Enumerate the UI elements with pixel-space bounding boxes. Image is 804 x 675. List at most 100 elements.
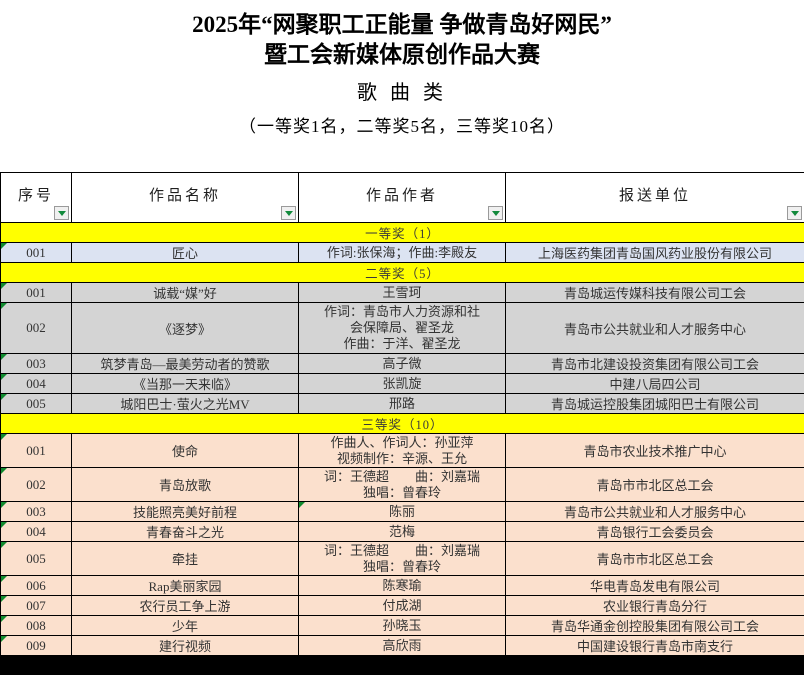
author-line: 独唱：曾春玲 (362, 558, 441, 574)
author-lines: 张凯旋 (301, 376, 503, 392)
cell-error-marker (1, 243, 7, 249)
cell-author: 作词：青岛市人力资源和社 会保障局、翟圣龙 作曲：于洋、翟圣龙 (298, 302, 506, 354)
author-line: 付成湖 (382, 597, 422, 613)
cell-author: 付成湖 (298, 595, 506, 616)
table-row[interactable]: 004 《当那一天来临》 张凯旋 中建八局四公司 (0, 373, 804, 394)
table-row[interactable]: 007 农行员工争上游 付成湖 农业银行青岛分行 (0, 595, 804, 616)
table-header-row: 序号 作品名称 作品作者 报送单位 (0, 172, 804, 223)
cell-work-name: 《当那一天来临》 (71, 373, 299, 394)
award-band-label: 三等奖（10） (0, 413, 804, 434)
cell-submitting-unit: 青岛城运控股集团城阳巴士有限公司 (505, 393, 804, 414)
table-row[interactable]: 004 青春奋斗之光 范梅 青岛银行工会委员会 (0, 521, 804, 542)
cell-submitting-unit: 青岛市市北区总工会 (505, 467, 804, 502)
cell-work-name: Rap美丽家园 (71, 575, 299, 596)
cell-sequence-number: 002 (0, 467, 72, 502)
cell-sequence-number: 009 (0, 635, 72, 656)
cell-submitting-unit: 青岛银行工会委员会 (505, 521, 804, 542)
awards-table-body: 序号 作品名称 作品作者 报送单位 一等奖（1） 001 匠心 作词:张保海；作曲:李殿友 上海… (0, 172, 804, 675)
cell-work-name: 少年 (71, 615, 299, 636)
cell-work-name: 匠心 (71, 242, 299, 263)
cell-error-marker (1, 636, 7, 642)
cell-submitting-unit: 中建八局四公司 (505, 373, 804, 394)
award-band-row: 三等奖（10） (0, 413, 804, 434)
column-header-label: 作品作者 (365, 188, 438, 204)
cell-error-marker (1, 283, 7, 289)
cell-work-name: 建行视频 (71, 635, 299, 656)
author-lines: 高欣雨 (301, 638, 503, 654)
award-band-row: 一等奖（1） (0, 222, 804, 243)
award-band-row: 二等奖（5） (0, 262, 804, 283)
author-line: 范梅 (388, 523, 415, 539)
awards-table-container: 序号 作品名称 作品作者 报送单位 一等奖（1） 001 匠心 作词:张保海；作曲:李殿友 上海… (0, 172, 804, 675)
cell-work-name: 使命 (71, 433, 299, 468)
author-lines: 孙晓玉 (301, 618, 503, 634)
cell-error-marker (1, 596, 7, 602)
cell-sequence-number: 003 (0, 501, 72, 522)
title-category: 歌 曲 类 (357, 82, 447, 104)
award-band-label: 二等奖（5） (0, 262, 804, 283)
author-line: 视频制作：辛源、王允 (336, 450, 467, 466)
author-lines: 作词：青岛市人力资源和社 会保障局、翟圣龙 作曲：于洋、翟圣龙 (301, 304, 503, 352)
cell-sequence-number: 006 (0, 575, 72, 596)
cell-author: 陈丽 (298, 501, 506, 522)
filter-dropdown-button-2[interactable] (281, 206, 296, 220)
table-row[interactable]: 002 青岛放歌 词：王德超 曲：刘嘉瑞 独唱：曾春玲 青岛市市北区总工会 (0, 467, 804, 502)
filter-dropdown-button-4[interactable] (787, 206, 802, 220)
author-line: 陈寒瑜 (382, 577, 422, 593)
cell-error-marker (1, 374, 7, 380)
cell-work-name: 青春奋斗之光 (71, 521, 299, 542)
cell-sequence-number: 005 (0, 393, 72, 414)
author-lines: 范梅 (301, 524, 503, 540)
cell-sequence-number: 007 (0, 595, 72, 616)
author-line: 作词：青岛市人力资源和社 (323, 304, 480, 319)
table-row[interactable]: 003 筑梦青岛—最美劳动者的赞歌 高子微 青岛市北建设投资集团有限公司工会 (0, 353, 804, 374)
chevron-down-icon (790, 210, 799, 216)
cell-work-name: 青岛放歌 (71, 467, 299, 502)
filter-dropdown-button-1[interactable] (54, 206, 69, 220)
table-row[interactable]: 005 牵挂 词：王德超 曲：刘嘉瑞 独唱：曾春玲 青岛市市北区总工会 (0, 541, 804, 576)
author-line: 王雪珂 (382, 284, 422, 300)
column-header-label: 作品名称 (148, 188, 221, 204)
cell-author: 高子微 (298, 353, 506, 374)
cell-author: 孙晓玉 (298, 615, 506, 636)
author-lines: 王雪珂 (301, 285, 503, 301)
author-line: 独唱：曾春玲 (362, 484, 441, 500)
chevron-down-icon (284, 210, 293, 216)
cell-error-marker (1, 542, 7, 548)
author-line: 作曲人、作词人：孙亚萍 (330, 434, 474, 450)
column-header-2: 作品名称 (71, 172, 299, 223)
cell-sequence-number: 003 (0, 353, 72, 374)
author-line: 作词:张保海；作曲:李殿友 (326, 244, 478, 260)
filter-dropdown-button-3[interactable] (488, 206, 503, 220)
cell-work-name: 农行员工争上游 (71, 595, 299, 616)
cell-author: 邢路 (298, 393, 506, 414)
author-line: 孙晓玉 (382, 617, 422, 633)
cell-work-name: 牵挂 (71, 541, 299, 576)
table-row[interactable]: 002 《逐梦》 作词：青岛市人力资源和社 会保障局、翟圣龙 作曲：于洋、翟圣龙 青岛市公… (0, 302, 804, 354)
cell-submitting-unit: 青岛市公共就业和人才服务中心 (505, 501, 804, 522)
author-line: 陈丽 (388, 503, 415, 519)
cell-work-name: 诚载“媒”好 (71, 282, 299, 303)
cell-error-marker (299, 502, 305, 508)
table-row[interactable]: 001 诚载“媒”好 王雪珂 青岛城运传媒科技有限公司工会 (0, 282, 804, 303)
table-row[interactable]: 005 城阳巴士·萤火之光MV 邢路 青岛城运控股集团城阳巴士有限公司 (0, 393, 804, 414)
cell-submitting-unit: 青岛市市北区总工会 (505, 541, 804, 576)
author-lines: 词：王德超 曲：刘嘉瑞 独唱：曾春玲 (301, 469, 503, 501)
table-row[interactable]: 006 Rap美丽家园 陈寒瑜 华电青岛发电有限公司 (0, 575, 804, 596)
table-row[interactable]: 001 使命 作曲人、作词人：孙亚萍 视频制作：辛源、王允 青岛市农业技术推广中心 (0, 433, 804, 468)
table-row[interactable]: 008 少年 孙晓玉 青岛华通金创控股集团有限公司工会 (0, 615, 804, 636)
cell-submitting-unit: 青岛华通金创控股集团有限公司工会 (505, 615, 804, 636)
table-row[interactable]: 003 技能照亮美好前程 陈丽 青岛市公共就业和人才服务中心 (0, 501, 804, 522)
table-row[interactable]: 001 匠心 作词:张保海；作曲:李殿友 上海医药集团青岛国风药业股份有限公司 (0, 242, 804, 263)
author-line: 高子微 (382, 355, 422, 371)
author-line: 会保障局、翟圣龙 (349, 320, 454, 335)
column-header-3: 作品作者 (298, 172, 506, 223)
cell-error-marker (1, 394, 7, 400)
column-header-label: 报送单位 (618, 188, 691, 204)
cell-sequence-number: 004 (0, 373, 72, 394)
chevron-down-icon (57, 210, 66, 216)
cell-author: 词：王德超 曲：刘嘉瑞 独唱：曾春玲 (298, 541, 506, 576)
cell-submitting-unit: 青岛市北建设投资集团有限公司工会 (505, 353, 804, 374)
table-row[interactable]: 009 建行视频 高欣雨 中国建设银行青岛市南支行 (0, 635, 804, 656)
